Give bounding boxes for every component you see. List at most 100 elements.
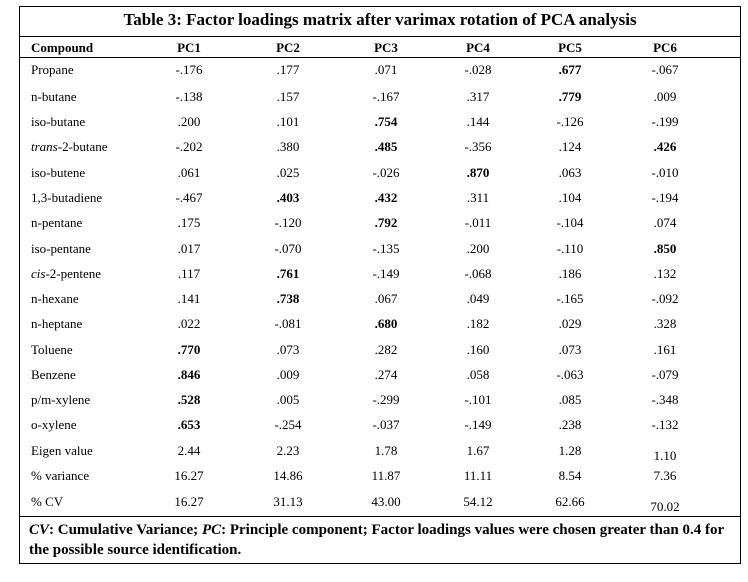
- table-cell-pc3: .680: [374, 316, 398, 331]
- table-cell-pc5: -.104: [556, 215, 584, 230]
- table-cell-pc4: -.149: [464, 417, 492, 432]
- footnote-pc-abbr: PC: [201, 522, 222, 538]
- table-cell-pc2: 2.23: [276, 443, 300, 458]
- table-cell-pc4: .049: [466, 291, 490, 306]
- table-cell-pc3: 11.87: [371, 468, 401, 483]
- table-cell-pc1: 16.27: [174, 468, 204, 483]
- table-row: trans-2-butane -.202 .380 .485 -.356 .124 .426: [20, 137, 740, 157]
- table-cell-pc3: -.167: [372, 89, 400, 104]
- table-cell-pc5: 8.54: [558, 468, 582, 483]
- table-cell-pc4: .311: [466, 190, 490, 205]
- row-label: Propane: [31, 62, 74, 77]
- table-cell-pc6: 1.10: [653, 448, 677, 463]
- table-cell-pc1: -.202: [175, 139, 203, 154]
- table-cell-pc6: -.067: [651, 62, 679, 77]
- table-cell-pc1: -.467: [175, 190, 203, 205]
- table-cell-pc1: -.138: [175, 89, 203, 104]
- table-cell-pc1: 2.44: [177, 443, 201, 458]
- table-cell-pc1: .770: [177, 342, 201, 357]
- row-label: trans-2-butane: [31, 137, 161, 157]
- table-cell-pc5: .186: [558, 266, 582, 281]
- row-label: % variance: [31, 468, 90, 483]
- table-cell-pc5: .029: [558, 316, 582, 331]
- row-label: n-pentane: [31, 215, 83, 230]
- table-cell-pc6: .328: [653, 316, 677, 331]
- row-label-prefix: cis: [31, 266, 46, 281]
- table-row: p/m-xylene .528 .005 -.299 -.101 .085 -.348: [20, 390, 740, 410]
- table-cell-pc4: -.028: [464, 62, 492, 77]
- table-cell-pc2: -.120: [274, 215, 302, 230]
- row-label: n-butane: [31, 89, 77, 104]
- row-label: iso-butene: [31, 165, 86, 180]
- table-cell-pc3: -.026: [372, 165, 400, 180]
- footnote-cv-text: : Cumulative Variance;: [49, 522, 202, 538]
- table-row: cis-2-pentene .117 .761 -.149 -.068 .186 .132: [20, 264, 740, 284]
- table-cell-pc4: -.068: [464, 266, 492, 281]
- table-cell-pc3: -.149: [372, 266, 400, 281]
- table-row: % variance 16.27 14.86 11.87 11.11 8.54 7.36: [20, 466, 740, 486]
- table-cell-pc6: -.092: [651, 291, 679, 306]
- table-cell-pc3: .274: [374, 367, 398, 382]
- table-cell-pc5: .779: [558, 89, 582, 104]
- table-cell-pc1: 16.27: [174, 494, 204, 509]
- table-cell-pc5: .063: [558, 165, 582, 180]
- table-cell-pc3: 1.78: [374, 443, 398, 458]
- table-cell-pc5: .238: [558, 417, 582, 432]
- table-cell-pc2: -.081: [274, 316, 302, 331]
- table-cell-pc6: -.010: [651, 165, 679, 180]
- table-cell-pc1: .022: [177, 316, 201, 331]
- table-row: Toluene .770 .073 .282 .160 .073 .161: [20, 340, 740, 360]
- table-cell-pc1: .846: [177, 367, 201, 382]
- table-cell-pc6: 70.02: [650, 499, 680, 514]
- table-cell-pc4: .160: [466, 342, 490, 357]
- table-cell-pc5: -.126: [556, 114, 584, 129]
- table-cell-pc1: .017: [177, 241, 201, 256]
- table-row: n-hexane .141 .738 .067 .049 -.165 -.092: [20, 289, 740, 309]
- table-title: Table 3: Factor loadings matrix after va…: [123, 10, 637, 29]
- table-cell-pc2: .073: [276, 342, 300, 357]
- table-cell-pc5: -.110: [556, 241, 584, 256]
- table-cell-pc6: -.348: [651, 392, 679, 407]
- column-header-pc6: PC6: [653, 40, 677, 55]
- row-label-suffix: -2-pentene: [45, 266, 102, 281]
- row-label: p/m-xylene: [31, 392, 91, 407]
- table-row: iso-pentane .017 -.070 -.135 .200 -.110 .850: [20, 239, 740, 259]
- row-label: n-heptane: [31, 316, 83, 331]
- table-cell-pc4: 11.11: [463, 468, 493, 483]
- table-cell-pc3: -.037: [372, 417, 400, 432]
- table-cell-pc3: .071: [374, 62, 398, 77]
- table-cell-pc3: .792: [374, 215, 398, 230]
- table-cell-pc6: .426: [653, 139, 677, 154]
- table-cell-pc2: -.254: [274, 417, 302, 432]
- row-label-suffix: -2-butane: [57, 139, 108, 154]
- column-header-pc1: PC1: [177, 40, 201, 55]
- column-header-pc4: PC4: [466, 40, 490, 55]
- table-cell-pc5: .085: [558, 392, 582, 407]
- table-cell-pc5: .124: [558, 139, 582, 154]
- table-cell-pc3: -.299: [372, 392, 400, 407]
- table-cell-pc3: .432: [374, 190, 398, 205]
- table-cell-pc2: .101: [276, 114, 300, 129]
- row-label: n-hexane: [31, 291, 79, 306]
- table-cell-pc6: .850: [653, 241, 677, 256]
- table-cell-pc4: .058: [466, 367, 490, 382]
- table-frame: Table 3: Factor loadings matrix after va…: [19, 6, 741, 564]
- table-cell-pc2: .403: [276, 190, 300, 205]
- column-header-pc2: PC2: [276, 40, 300, 55]
- table-row: o-xylene .653 -.254 -.037 -.149 .238 -.132: [20, 415, 740, 435]
- table-cell-pc4: .200: [466, 241, 490, 256]
- table-cell-pc2: .738: [276, 291, 300, 306]
- table-cell-pc6: 7.36: [653, 468, 677, 483]
- table-cell-pc6: .074: [653, 215, 677, 230]
- row-label: o-xylene: [31, 417, 77, 432]
- row-label-prefix: trans: [31, 139, 58, 154]
- table-cell-pc1: .528: [177, 392, 201, 407]
- table-cell-pc6: -.199: [651, 114, 679, 129]
- row-label: iso-pentane: [31, 241, 91, 256]
- table-cell-pc2: .025: [276, 165, 300, 180]
- table-cell-pc1: .653: [177, 417, 201, 432]
- table-cell-pc6: .161: [653, 342, 677, 357]
- table-row: n-butane -.138 .157 -.167 .317 .779 .009: [20, 87, 740, 107]
- footnote-cv-abbr: CV: [29, 522, 50, 538]
- table-cell-pc1: .061: [177, 165, 201, 180]
